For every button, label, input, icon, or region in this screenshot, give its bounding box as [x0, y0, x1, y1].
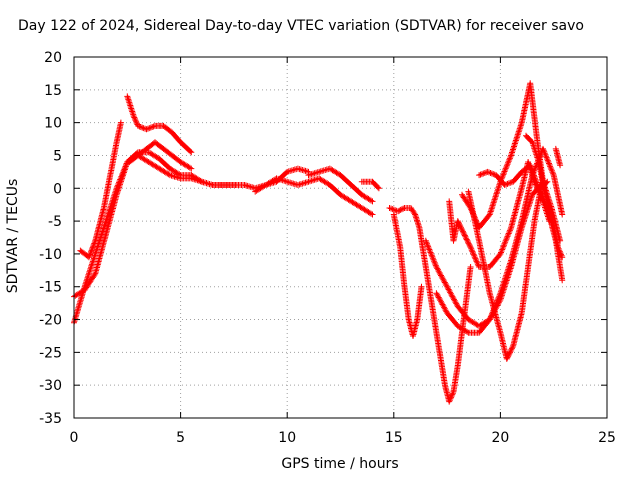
series-markers: [386, 205, 474, 405]
x-tick-label: 10: [278, 430, 296, 446]
series-markers: [465, 178, 551, 362]
series-markers: [358, 178, 382, 192]
series-track-13: [433, 145, 566, 336]
x-tick-label: 0: [70, 430, 79, 446]
y-tick-label: -10: [39, 247, 62, 263]
chart-title: Day 122 of 2024, Sidereal Day-to-day VTE…: [18, 18, 584, 34]
series-markers: [523, 132, 566, 261]
series-markers: [459, 80, 546, 231]
y-tick-label: -20: [39, 313, 62, 329]
grid-lines: [74, 57, 607, 418]
series-markers: [77, 119, 124, 261]
y-tick-label: 10: [44, 116, 62, 132]
series-track-9: [358, 178, 382, 192]
series-markers: [305, 165, 376, 205]
series-track-10: [386, 205, 474, 405]
x-tick-label: 20: [491, 430, 509, 446]
y-axis-label: SDTVAR / TECUs: [5, 178, 21, 294]
plot-frame: [73, 56, 608, 419]
y-tick-label: 15: [44, 83, 62, 99]
series-track-17: [459, 80, 546, 231]
y-tick-label: 5: [53, 148, 62, 164]
y-tick-label: -5: [48, 214, 62, 230]
series-markers: [252, 175, 376, 218]
series-track-15: [465, 178, 551, 362]
series-markers: [126, 139, 195, 172]
x-axis-label: GPS time / hours: [281, 456, 399, 472]
data-points: [71, 80, 566, 405]
series-track-7: [252, 175, 376, 218]
y-tick-label: -35: [39, 411, 62, 427]
series-markers: [188, 165, 312, 192]
x-tick-label: 15: [385, 430, 403, 446]
series-track-19: [552, 145, 564, 169]
series-markers: [124, 93, 195, 156]
series-track-4: [124, 93, 195, 156]
series-track-6: [188, 165, 312, 192]
y-tick-label: -15: [39, 280, 62, 296]
series-markers: [433, 145, 566, 336]
series-markers: [552, 145, 564, 169]
y-tick-label: 20: [44, 50, 62, 66]
series-track-2: [71, 149, 195, 300]
series-markers: [71, 149, 195, 300]
y-tick-label: -25: [39, 345, 62, 361]
series-track-8: [305, 165, 376, 205]
series-track-5: [126, 139, 195, 172]
y-tick-label: 0: [53, 181, 62, 197]
axis-ticks: 0 5 10 15 20 25 20 15 10 5 0 -5 -10 -15 -20 -25 -30 -35: [39, 50, 616, 446]
x-tick-label: 5: [176, 430, 185, 446]
y-tick-label: -30: [39, 378, 62, 394]
series-track-3: [77, 119, 124, 261]
series-track-11: [390, 211, 425, 339]
series-markers: [390, 211, 425, 339]
series-track-18: [523, 132, 566, 261]
x-tick-label: 25: [598, 430, 616, 446]
